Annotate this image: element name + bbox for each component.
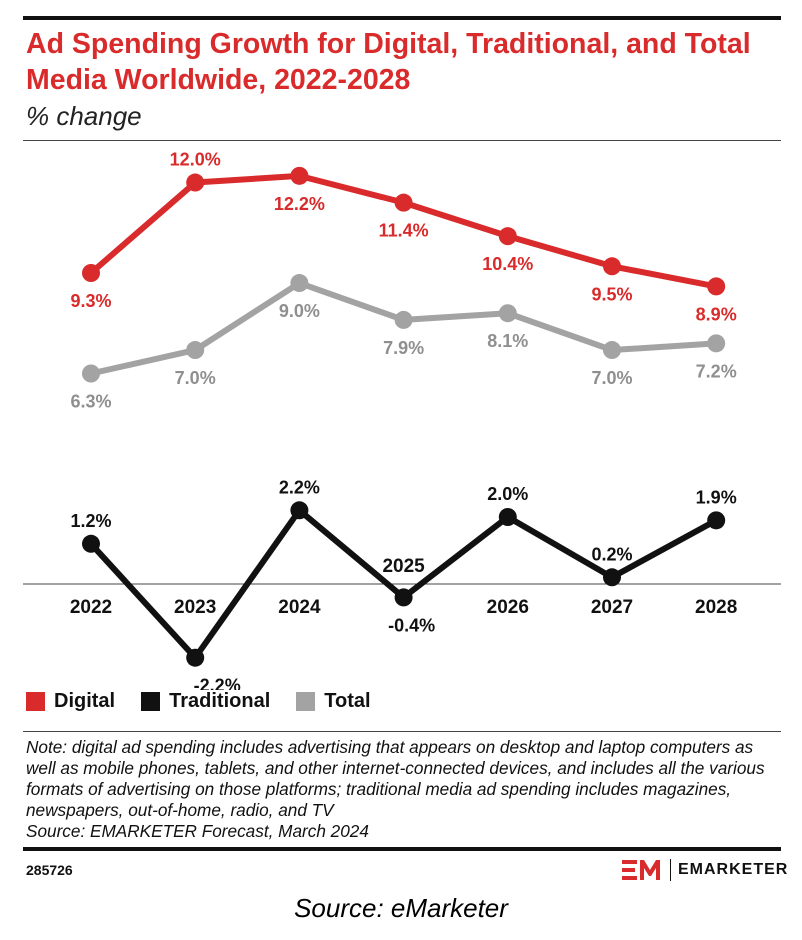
data-label-traditional-2028: 1.9%: [696, 487, 737, 507]
legend-swatch-total: [296, 692, 316, 711]
data-point-digital-2023: [186, 173, 205, 192]
legend-label-traditional: Traditional: [169, 690, 271, 712]
data-point-digital-2027: [603, 257, 621, 276]
logo-separator: [670, 859, 671, 881]
data-label-digital-2026: 10.4%: [482, 254, 533, 274]
chart-title: Ad Spending Growth for Digital, Traditio…: [26, 28, 751, 96]
data-label-traditional-2023: -2.2%: [194, 676, 241, 690]
data-point-digital-2022: [82, 264, 100, 282]
data-point-digital-2026: [498, 227, 517, 246]
x-tick-label-2028: 2028: [695, 597, 737, 618]
data-label-digital-2028: 8.9%: [696, 304, 737, 324]
data-label-digital-2027: 9.5%: [591, 284, 632, 304]
data-point-total-2022: [82, 364, 100, 383]
data-label-digital-2024: 12.2%: [274, 194, 325, 214]
top-rule: [23, 16, 781, 20]
data-label-total-2023: 7.0%: [175, 368, 216, 388]
data-point-traditional-2022: [82, 534, 100, 553]
data-label-total-2025: 7.9%: [383, 338, 424, 358]
line-chart: 9.3% 12.0% 12.2% 11.4% 10.4% 9.5% 8.9% 1.2% -2.2…: [23, 150, 781, 690]
data-label-total-2022: 6.3%: [70, 392, 111, 412]
bottom-rule: [23, 847, 781, 851]
legend-label-digital: Digital: [54, 690, 116, 712]
source-text: Source: EMARKETER Forecast, March 2024: [26, 821, 369, 841]
data-point-total-2025: [394, 310, 413, 329]
chart-id: 285726: [26, 862, 73, 878]
legend-item-traditional: Traditional: [141, 690, 270, 713]
data-point-total-2027: [603, 341, 621, 360]
em-logo-mark: [622, 860, 660, 880]
data-point-digital-2025: [394, 193, 413, 212]
data-label-total-2027: 7.0%: [591, 368, 632, 388]
legend-swatch-digital: [26, 692, 45, 711]
data-point-traditional-2028: [707, 511, 726, 530]
data-point-digital-2028: [707, 277, 726, 296]
legend-label-total: Total: [324, 690, 371, 712]
x-tick-label-2023: 2023: [174, 597, 216, 618]
data-point-traditional-2025: [394, 588, 413, 607]
data-label-digital-2025: 11.4%: [379, 221, 429, 241]
data-point-total-2026: [498, 304, 517, 323]
data-label-total-2024: 9.0%: [279, 301, 320, 321]
data-point-digital-2024: [290, 166, 309, 185]
emarketer-logo: EMARKETER: [622, 858, 788, 882]
source-caption: Source: eMarketer: [294, 893, 508, 923]
x-tick-label-2024: 2024: [278, 597, 321, 618]
x-tick-label-2025: 2025: [382, 556, 425, 577]
legend-swatch-traditional: [141, 692, 161, 711]
chart-notes: Note: digital ad spending includes adver…: [26, 737, 786, 842]
data-point-total-2028: [707, 334, 726, 353]
data-label-digital-2022: 9.3%: [70, 291, 111, 311]
data-point-total-2024: [290, 274, 309, 293]
legend-item-digital: Digital: [26, 690, 115, 713]
data-label-digital-2023: 12.0%: [170, 150, 221, 170]
data-label-traditional-2027: 0.2%: [591, 544, 632, 564]
x-tick-label-2027: 2027: [591, 597, 633, 618]
note-text: Note: digital ad spending includes adver…: [26, 737, 765, 820]
data-point-traditional-2026: [498, 508, 517, 526]
x-tick-label-2022: 2022: [70, 597, 112, 618]
chart-subtitle: % change: [26, 101, 142, 131]
legend: Digital Traditional Total: [26, 690, 397, 713]
data-point-traditional-2027: [603, 568, 621, 587]
data-point-traditional-2024: [290, 501, 309, 520]
data-label-traditional-2024: 2.2%: [279, 477, 320, 497]
legend-rule: [23, 731, 781, 732]
data-label-total-2028: 7.2%: [696, 361, 737, 381]
data-label-traditional-2026: 2.0%: [487, 484, 528, 504]
data-point-total-2023: [186, 341, 205, 360]
data-label-traditional-2022: 1.2%: [70, 511, 111, 531]
x-tick-label-2026: 2026: [487, 597, 529, 618]
brand-name: EMARKETER: [678, 861, 789, 878]
data-label-traditional-2025: -0.4%: [388, 615, 435, 635]
subtitle-rule: [23, 140, 781, 141]
data-label-total-2026: 8.1%: [487, 331, 528, 351]
legend-item-total: Total: [296, 690, 371, 713]
data-point-traditional-2023: [186, 648, 205, 667]
